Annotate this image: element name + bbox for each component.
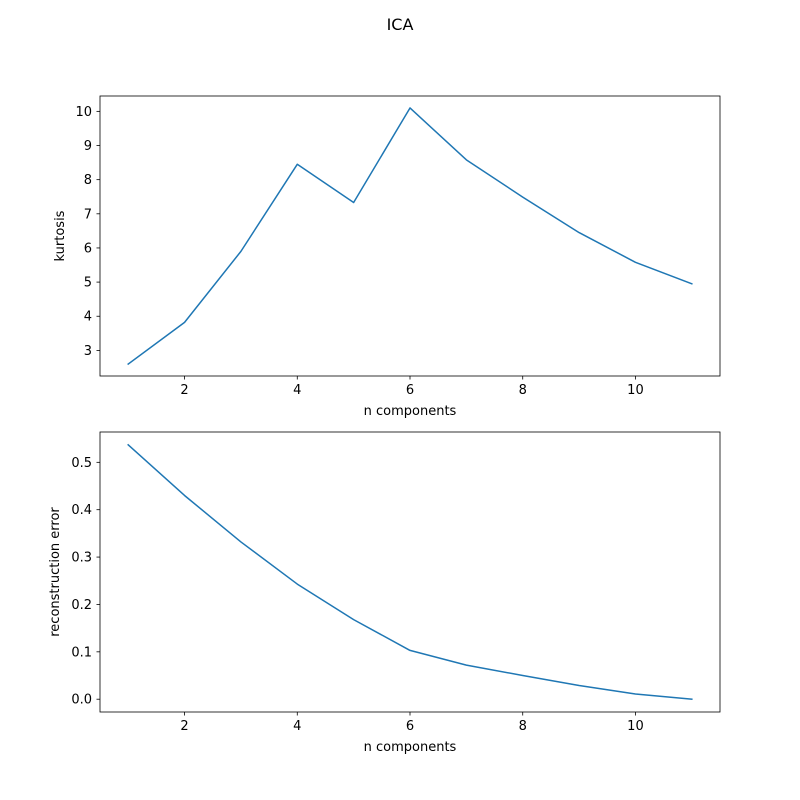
error-y-tick-label: 0.3: [71, 551, 92, 566]
error-x-axis-label: n components: [364, 740, 457, 755]
kurtosis-y-axis-label: kurtosis: [53, 210, 68, 261]
kurtosis-x-tick-label: 4: [293, 383, 301, 398]
kurtosis-y-tick-label: 4: [84, 310, 92, 325]
error-y-tick-label: 0.4: [71, 503, 92, 518]
error-x-tick-label: 6: [406, 719, 414, 734]
kurtosis-y-tick-label: 10: [75, 105, 92, 120]
kurtosis-x-tick-label: 6: [406, 383, 414, 398]
kurtosis-y-tick-label: 7: [84, 207, 92, 222]
kurtosis-x-axis-label: n components: [364, 404, 457, 419]
kurtosis-chart: 2 4 6 8 10 3 4 5 6 7 8 9 10 n components kurtosis: [53, 95, 721, 419]
kurtosis-x-tick-label: 8: [519, 383, 527, 398]
figure-title: ICA: [387, 15, 414, 34]
kurtosis-y-tick-label: 9: [84, 139, 92, 154]
kurtosis-y-tick-label: 3: [84, 344, 92, 359]
kurtosis-x-tick-label: 10: [627, 383, 644, 398]
error-x-tick-label: 10: [627, 719, 644, 734]
error-x-tick-label: 8: [519, 719, 527, 734]
kurtosis-series-line-0: [127, 107, 693, 366]
reconstruction-error-chart: 2 4 6 8 10 0.0 0.1 0.2 0.3 0.4 0.5 n components reco…: [48, 431, 721, 755]
error-series-line-0: [127, 443, 693, 701]
kurtosis-y-tick-label: 6: [84, 241, 92, 256]
error-x-tick-label: 2: [180, 719, 188, 734]
kurtosis-y-tick-label: 8: [84, 173, 92, 188]
error-y-tick-label: 0.2: [71, 598, 92, 613]
error-y-tick-label: 0.0: [71, 693, 92, 708]
error-y-tick-label: 0.1: [71, 645, 92, 660]
error-y-tick-label: 0.5: [71, 456, 92, 471]
error-x-tick-label: 4: [293, 719, 301, 734]
error-y-axis-label: reconstruction error: [48, 507, 63, 637]
kurtosis-x-tick-label: 2: [180, 383, 188, 398]
kurtosis-y-tick-label: 5: [84, 276, 92, 291]
